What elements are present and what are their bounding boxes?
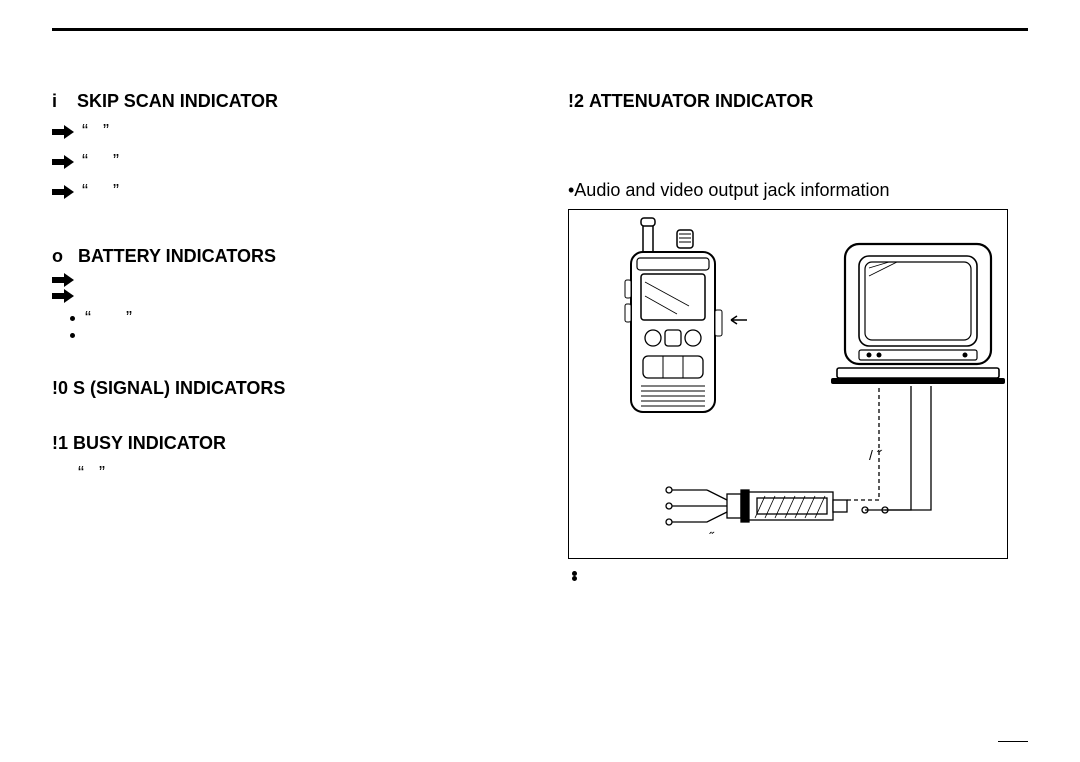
skip-scan-row-3: “ ” [52,178,512,206]
page-number [998,741,1028,744]
battery-row-1 [52,273,512,287]
quoted-empty: “ ” [82,118,109,146]
av-output-header: •Audio and video output jack information [568,180,1028,201]
busy-row-1: “ ” [52,460,512,488]
arrow-icon [52,185,74,199]
section-title: BATTERY INDICATORS [78,246,276,266]
quoted-empty: “ ” [78,460,105,488]
section-prefix: o [52,246,63,266]
section-signal: !0 S (SIGNAL) INDICATORS [52,378,512,399]
av-diagram-svg: / ˝ ˝ [569,210,1009,560]
av-diagram: / ˝ ˝ [568,209,1008,559]
section-prefix: !1 [52,433,68,453]
battery-sub-1: “ ” [52,305,512,333]
left-column: i SKIP SCAN INDICATOR “ ” “ ” “ ” o BATT… [52,91,512,581]
section-title: ATTENUATOR INDICATOR [589,91,813,111]
tv-icon [831,244,1005,384]
section-skip-scan: i SKIP SCAN INDICATOR [52,91,512,112]
section-title: S (SIGNAL) INDICATORS [73,378,285,398]
section-battery: o BATTERY INDICATORS [52,246,512,267]
quoted-empty: “ ” [82,148,119,176]
skip-scan-row-2: “ ” [52,148,512,176]
diagram-label-right: / ˝ [869,447,883,463]
top-rule [52,28,1028,31]
quoted-empty: “ ” [82,178,119,206]
diagram-label-bottom: ˝ [709,529,715,545]
section-title: BUSY INDICATOR [73,433,226,453]
battery-row-2 [52,289,512,303]
quoted-empty: “ ” [85,305,132,333]
section-prefix: !2 [568,91,584,111]
section-prefix: i [52,91,57,111]
note-2 [568,576,1028,581]
bullet-icon [572,576,577,581]
bullet-icon [70,333,75,338]
arrow-icon [52,125,74,139]
section-attenuator: !2 ATTENUATOR INDICATOR [568,91,1028,112]
arrow-icon [52,155,74,169]
section-busy: !1 BUSY INDICATOR [52,433,512,454]
radio-icon [625,218,747,412]
arrow-icon [52,273,74,287]
skip-scan-row-1: “ ” [52,118,512,146]
arrow-icon [52,289,74,303]
section-title: SKIP SCAN INDICATOR [77,91,278,111]
bullet-icon [70,316,75,321]
right-column: !2 ATTENUATOR INDICATOR •Audio and video… [568,91,1028,581]
section-prefix: !0 [52,378,68,398]
